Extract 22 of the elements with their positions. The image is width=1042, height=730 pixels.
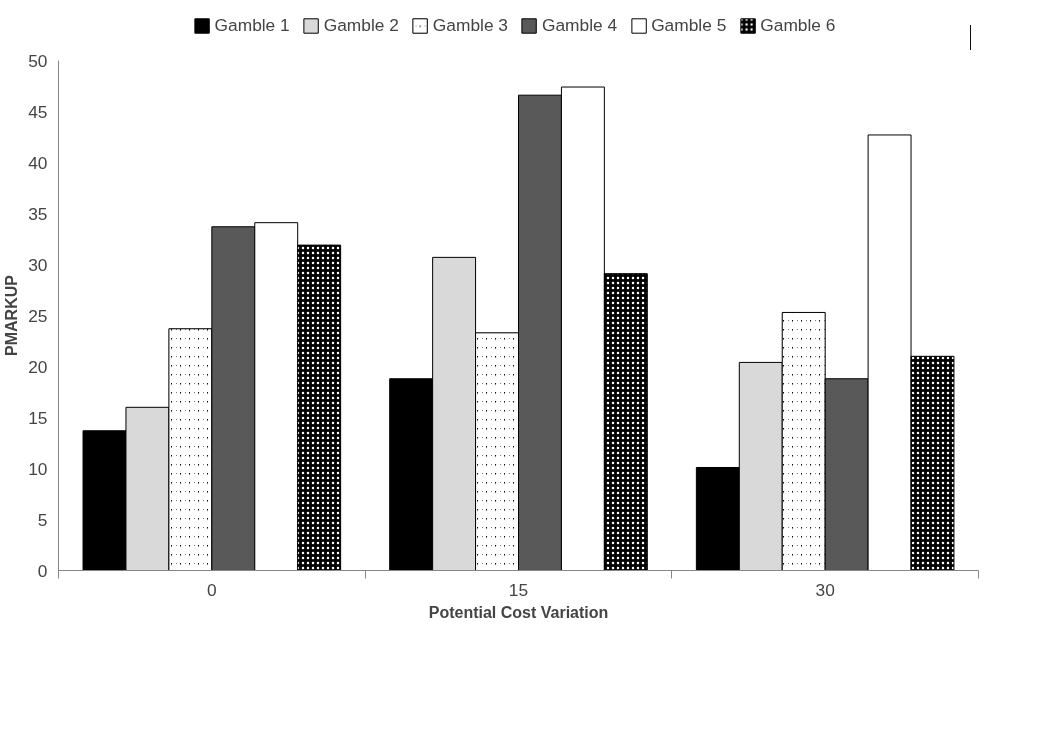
y-tick-label: 45 (28, 101, 48, 122)
legend-label: Gamble 5 (651, 14, 727, 36)
x-tick-label: 0 (207, 579, 217, 600)
legend-label: Gamble 3 (432, 14, 508, 36)
y-tick-label: 10 (28, 458, 48, 479)
x-axis-title: Potential Cost Variation (428, 603, 609, 621)
y-tick-label: 15 (28, 407, 48, 428)
y-tick-label: 30 (28, 254, 48, 275)
y-tick-label: 50 (28, 50, 48, 71)
legend-label: Gamble 4 (542, 14, 618, 36)
legend-label: Gamble 2 (323, 14, 399, 36)
y-tick-label: 0 (37, 560, 48, 581)
legend-label: Gamble 1 (214, 14, 290, 36)
y-tick-label: 25 (28, 305, 48, 326)
x-tick-label: 15 (508, 579, 529, 600)
y-axis-title: PMARKUP (3, 274, 21, 356)
y-tick-label: 5 (37, 509, 48, 530)
legend-label: Gamble 6 (760, 14, 836, 36)
y-tick-label: 40 (28, 152, 48, 173)
y-tick-label: 20 (28, 356, 48, 377)
y-tick-label: 35 (28, 203, 48, 224)
x-tick-label: 30 (815, 579, 835, 600)
